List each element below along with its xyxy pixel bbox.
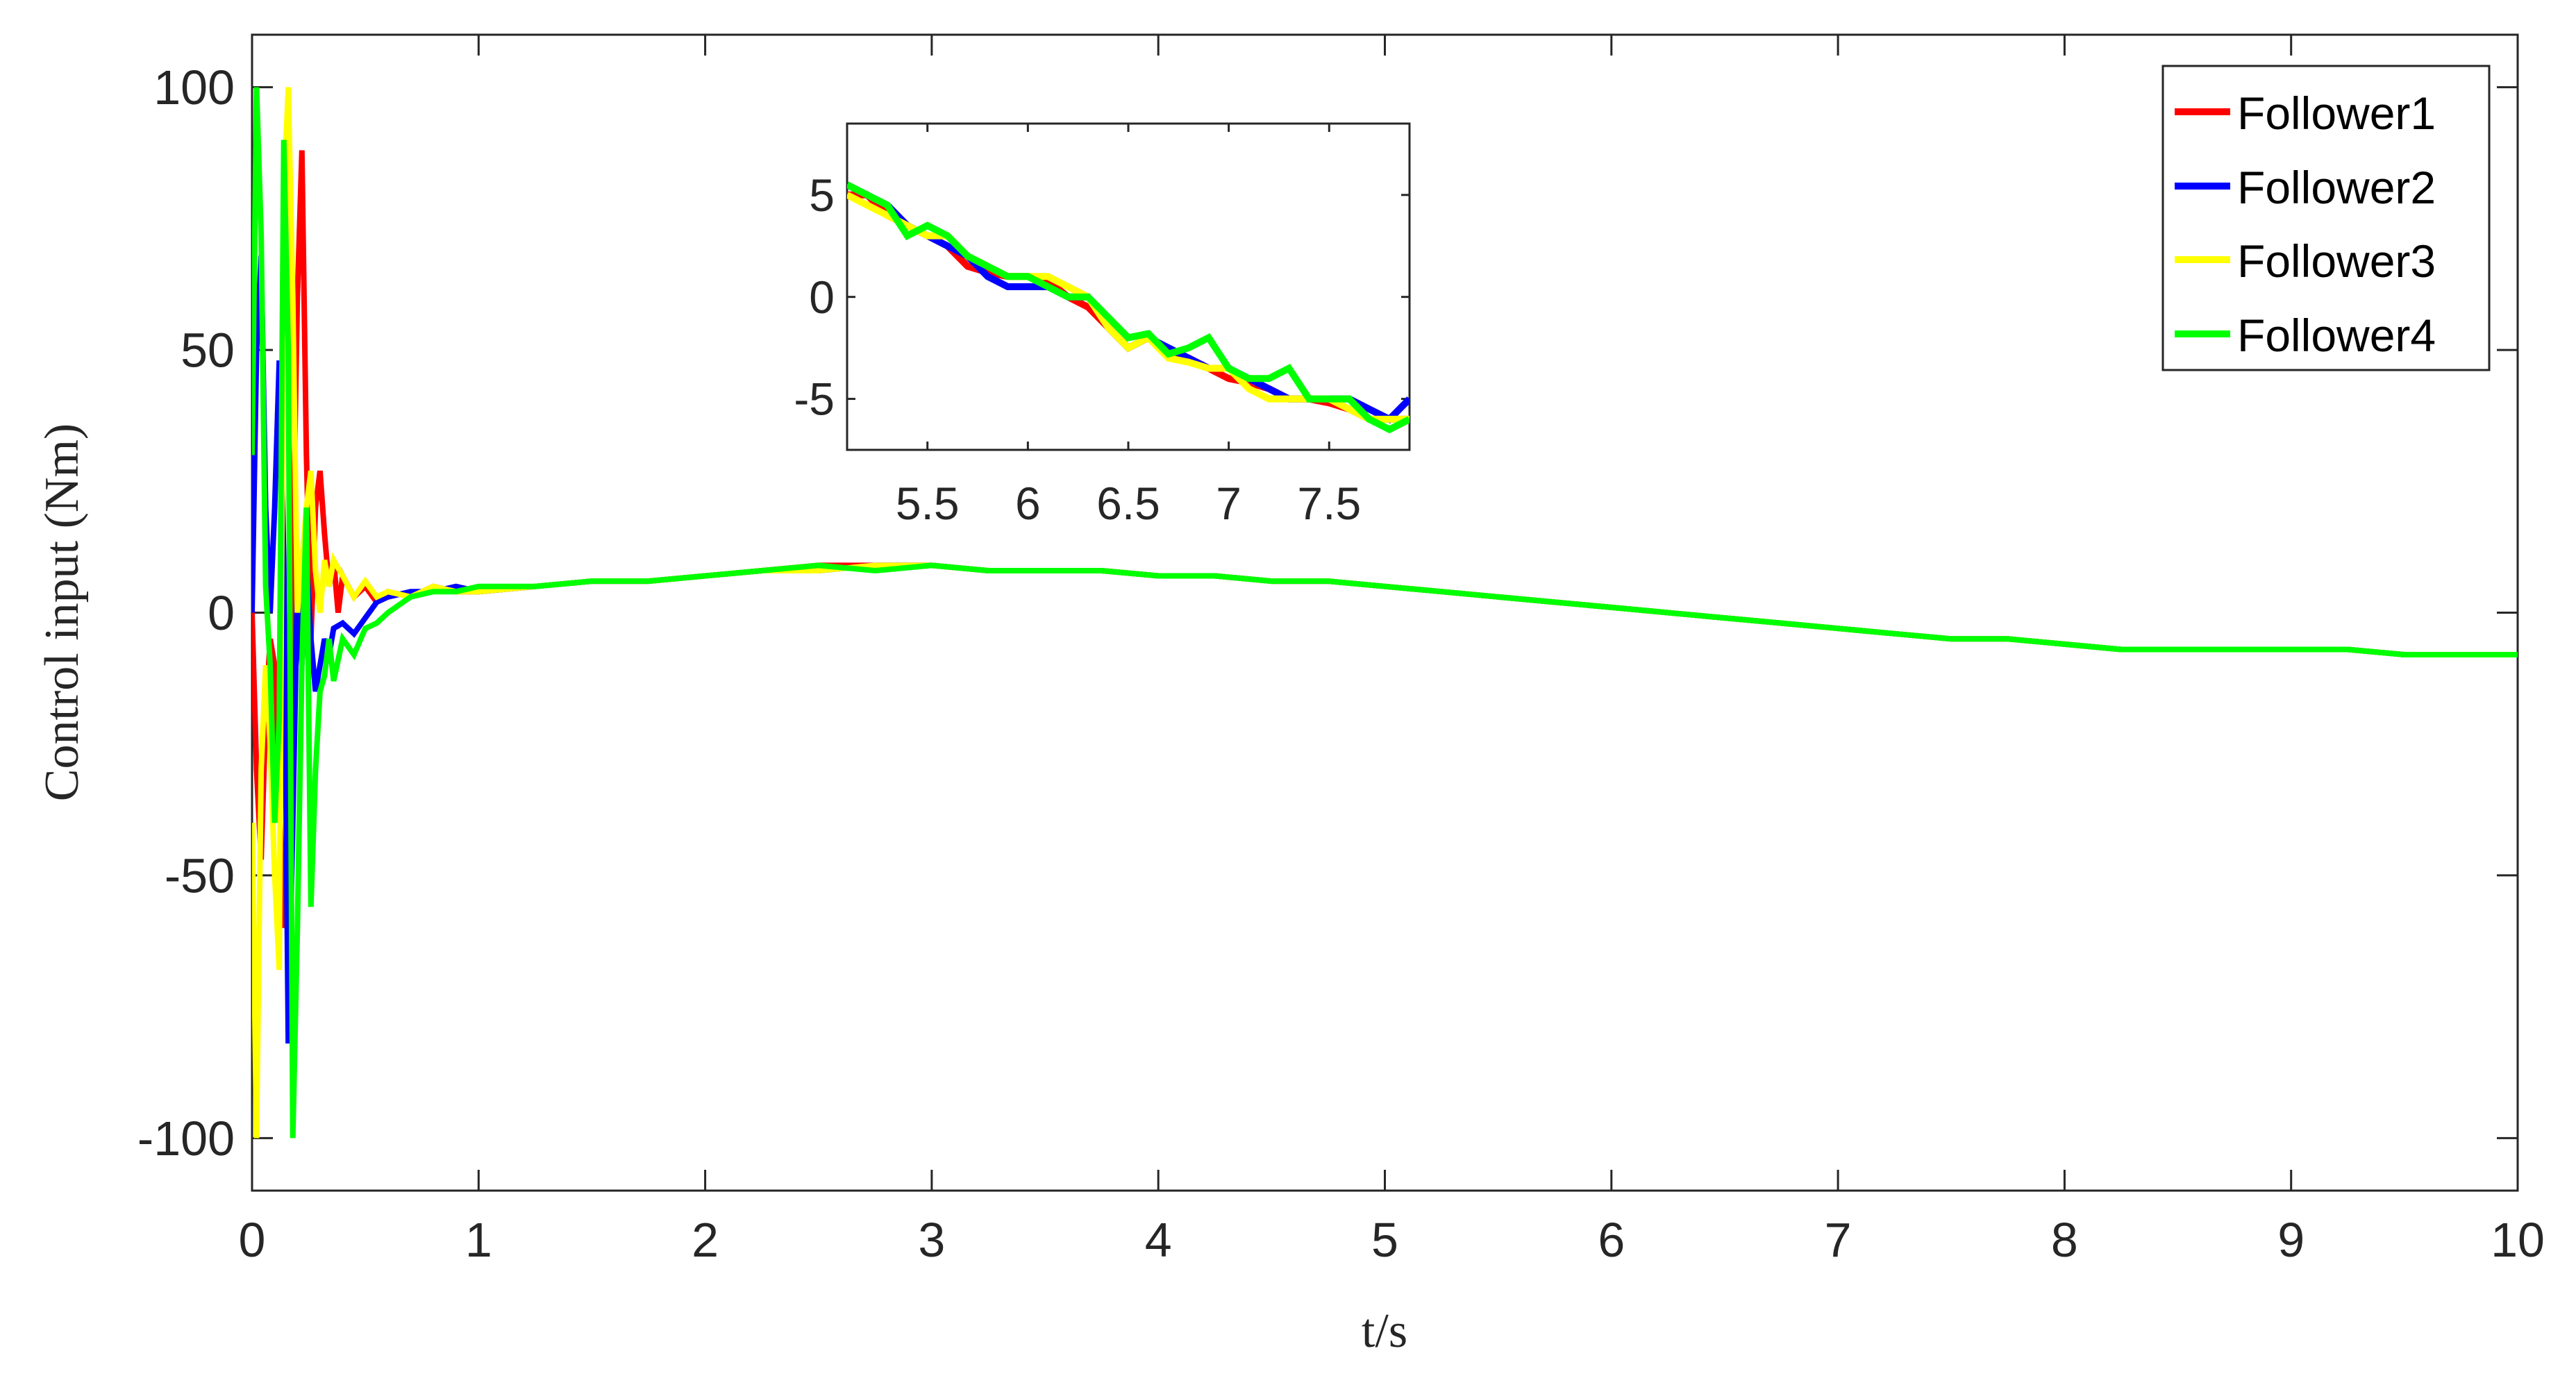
main-series-group	[252, 87, 2518, 1139]
legend-label-follower1: Follower1	[2237, 87, 2436, 139]
inset-series-group	[847, 181, 1410, 434]
legend-label-follower4: Follower4	[2237, 310, 2436, 361]
main-x-tick-label: 4	[1145, 1213, 1172, 1267]
inset-y-tick-label: 0	[809, 271, 835, 323]
inset-ticks: 5.5 6 6.5 7 7.5 -5 0 5	[794, 124, 1410, 529]
main-y-tick-label: 0	[208, 586, 235, 640]
legend: Follower1 Follower2 Follower3 Follower4	[2161, 65, 2491, 371]
legend-label-follower2: Follower2	[2237, 162, 2436, 213]
inset-y-tick-label: -5	[794, 373, 835, 425]
inset-x-tick-label: 7.5	[1297, 478, 1361, 529]
main-y-tick-label: -100	[137, 1111, 235, 1166]
main-y-tick-label: 50	[181, 324, 235, 378]
legend-label-follower3: Follower3	[2237, 235, 2436, 287]
main-y-tick-label: -50	[165, 848, 235, 903]
legend-box	[2161, 65, 2491, 371]
main-x-tick-label: 6	[1598, 1213, 1625, 1267]
main-x-tick-label: 2	[692, 1213, 719, 1267]
inset-x-tick-label: 6	[1015, 478, 1041, 529]
main-x-tick-label: 10	[2491, 1213, 2545, 1267]
y-axis-title: Control input (Nm)	[35, 423, 89, 801]
main-x-tick-label: 0	[239, 1213, 266, 1267]
main-series-line-follower4	[252, 87, 2518, 1139]
x-axis-title: t/s	[1362, 1304, 1407, 1358]
main-x-tick-label: 5	[1371, 1213, 1398, 1267]
inset-x-tick-label: 6.5	[1096, 478, 1160, 529]
main-y-tick-label: 100	[153, 60, 235, 115]
inset-x-tick-label: 7	[1216, 478, 1241, 529]
main-x-tick-label: 8	[2051, 1213, 2078, 1267]
main-x-tick-label: 9	[2277, 1213, 2305, 1267]
main-x-tick-label: 1	[465, 1213, 492, 1267]
inset-series-line-follower4	[847, 181, 1410, 434]
inset-x-tick-label: 5.5	[896, 478, 960, 529]
main-x-tick-label: 7	[1825, 1213, 1852, 1267]
main-x-tick-label: 3	[918, 1213, 945, 1267]
inset-y-tick-label: 5	[809, 169, 835, 221]
